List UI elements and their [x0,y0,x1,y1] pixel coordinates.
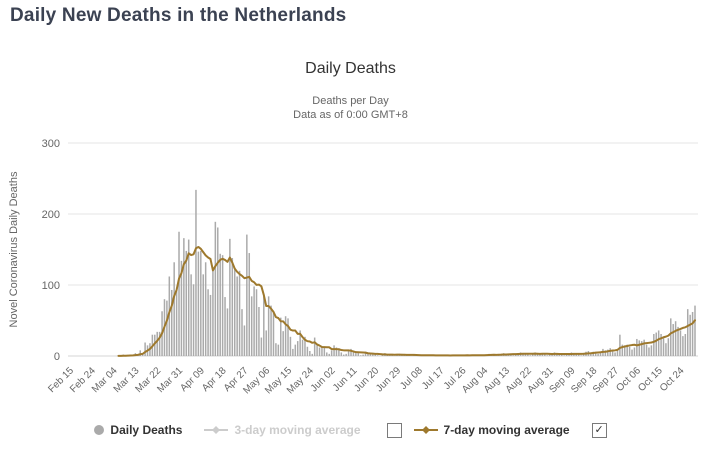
svg-text:Jul 17: Jul 17 [420,365,447,392]
legend-item-3day-avg[interactable]: 3-day moving average [204,423,361,437]
legend-item-daily-deaths[interactable]: Daily Deaths [94,423,182,437]
legend-label-7day-avg: 7-day moving average [443,423,570,437]
ma7-marker-icon [413,426,438,434]
legend-label-daily-deaths: Daily Deaths [110,423,183,437]
legend-label-3day-avg: 3-day moving average [234,423,361,437]
ma3-checkbox[interactable] [386,422,402,438]
daily-deaths-marker-icon [94,425,105,435]
svg-text:0: 0 [54,351,60,363]
svg-text:200: 200 [42,209,60,221]
ma3-marker-icon [204,426,229,434]
checkmark-icon: ✓ [594,423,604,436]
svg-text:100: 100 [42,280,60,292]
chart-title: Daily Deaths [305,60,396,77]
chart-subtitle-line1: Deaths per Day [312,95,389,107]
legend: Daily Deaths 3-day moving average 7-day … [0,410,701,450]
chart-subtitle-line2: Data as of 0:00 GMT+8 [293,109,408,121]
svg-text:Jul 08: Jul 08 [398,365,425,392]
legend-item-7day-avg[interactable]: 7-day moving average [413,423,570,437]
plot-area[interactable]: 0 100 200 300 Novel Coronavirus Daily Deaths… [0,0,701,410]
svg-text:300: 300 [42,138,60,150]
svg-text:Mar 31: Mar 31 [155,365,185,395]
svg-text:Novel Coronavirus Daily Deaths: Novel Coronavirus Daily Deaths [8,171,20,327]
svg-text:Jun 29: Jun 29 [374,365,403,394]
ma7-checkbox[interactable]: ✓ [591,422,607,438]
page-title: Daily New Deaths in the Netherlands [10,5,347,26]
svg-text:Oct 24: Oct 24 [658,365,687,394]
